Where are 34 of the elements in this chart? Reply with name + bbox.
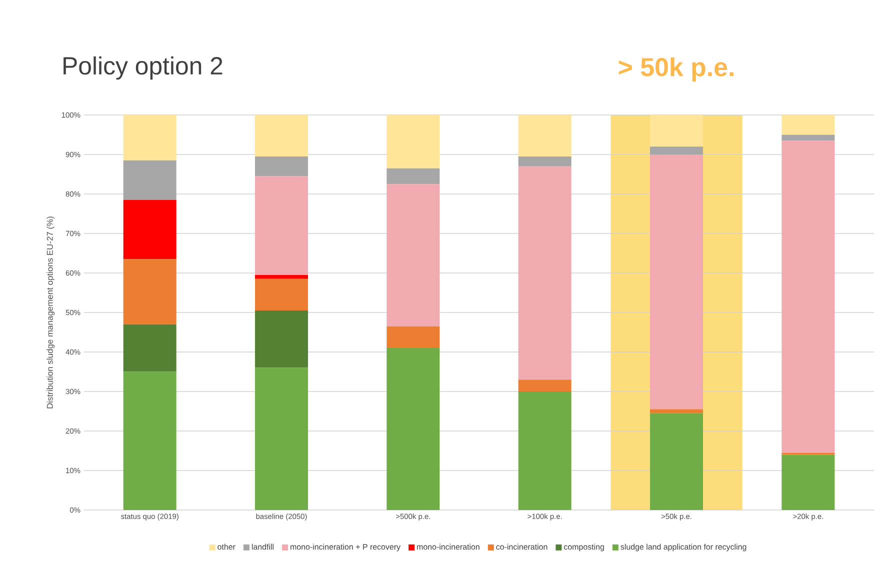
bar — [518, 380, 572, 392]
bar — [123, 200, 176, 260]
bar — [255, 274, 308, 279]
bar — [386, 184, 440, 326]
bar — [386, 348, 440, 510]
bar — [123, 372, 176, 510]
bar — [123, 259, 176, 324]
bar — [518, 166, 572, 380]
bar — [255, 156, 308, 176]
bar — [123, 114, 176, 160]
bar — [650, 114, 704, 147]
bar — [650, 413, 704, 510]
bar — [650, 146, 704, 154]
bar — [255, 176, 308, 275]
bar — [782, 454, 835, 510]
bar — [255, 114, 308, 156]
bar — [386, 168, 440, 184]
bar — [386, 326, 440, 348]
bar — [518, 156, 572, 166]
bar — [255, 278, 308, 311]
band-label: > 50k p.e. — [618, 57, 734, 82]
bar — [386, 114, 440, 168]
bar — [782, 114, 835, 135]
bar — [255, 310, 308, 368]
bar — [518, 114, 572, 156]
bar — [782, 140, 835, 453]
y-axis-title: Distribution sludge management options EU-27 (%) — [46, 216, 55, 408]
chart-title: Policy option 2 — [64, 56, 222, 80]
bar — [518, 392, 572, 510]
bar — [255, 368, 308, 510]
bar — [123, 324, 176, 372]
bar — [650, 154, 704, 410]
bar — [123, 160, 176, 200]
bar — [782, 134, 835, 141]
